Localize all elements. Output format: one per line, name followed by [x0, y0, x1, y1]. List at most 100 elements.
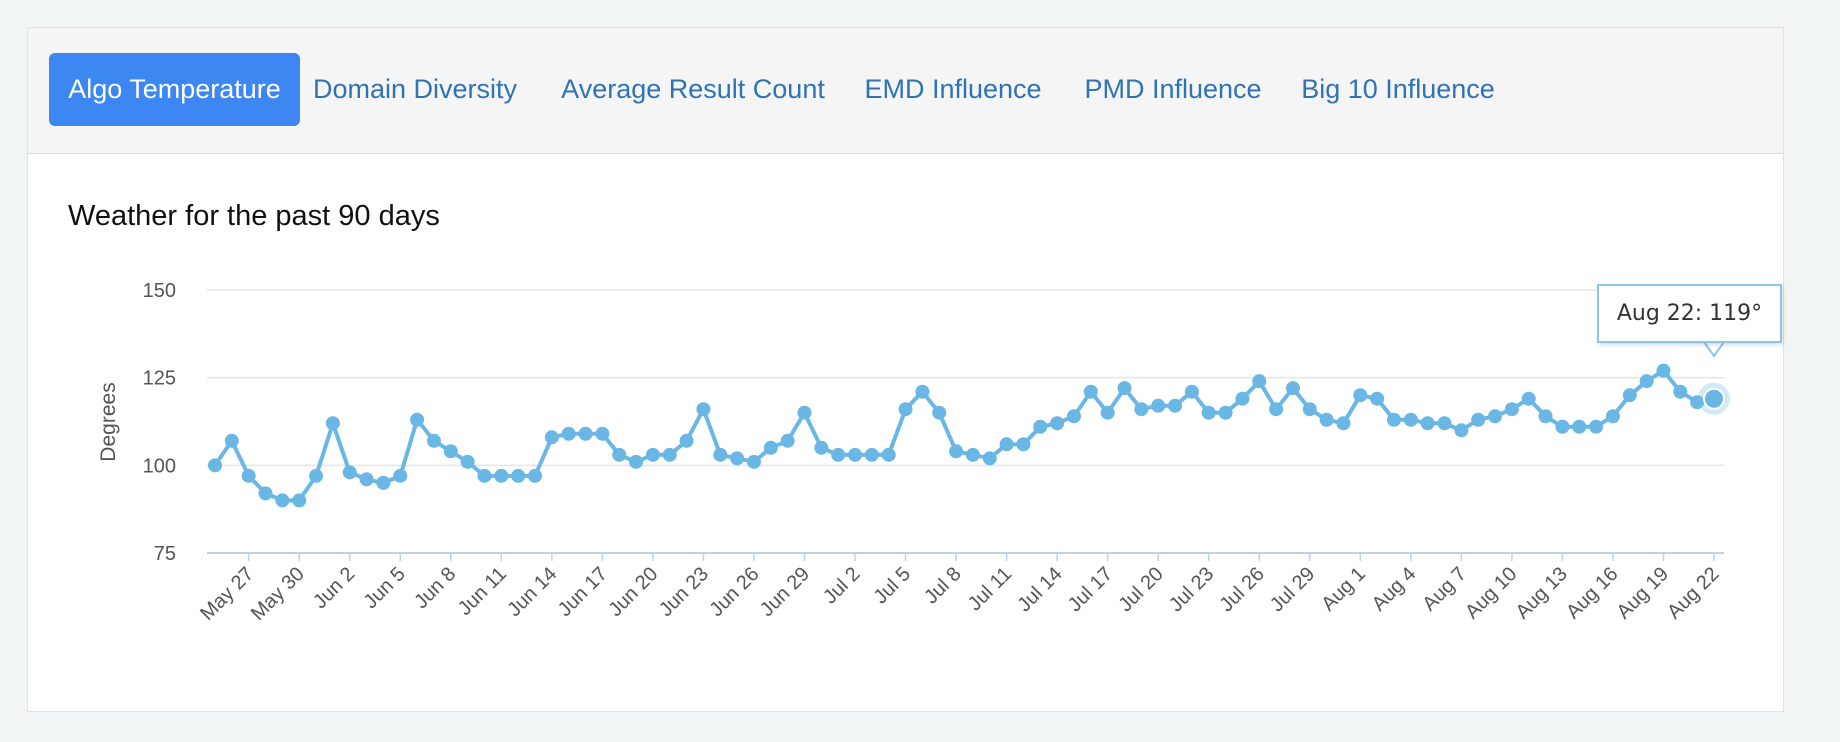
data-point [1353, 388, 1368, 403]
data-point [1622, 388, 1637, 403]
x-tick-label: Jun 5 [360, 563, 410, 613]
chart-panel: Algo Temperature Domain Diversity Averag… [27, 27, 1784, 712]
data-point [1538, 409, 1553, 424]
data-point [1386, 412, 1401, 427]
data-point [1521, 391, 1536, 406]
tab-average-result-count[interactable]: Average Result Count [561, 74, 825, 104]
data-point [1134, 402, 1149, 417]
data-point [797, 405, 812, 420]
tab-big-10-influence[interactable]: Big 10 Influence [1301, 74, 1495, 104]
data-point [1690, 395, 1705, 410]
x-tick-label: Aug 22 [1663, 563, 1723, 623]
data-point [1370, 391, 1385, 406]
data-point [679, 433, 694, 448]
y-tick-label: 100 [143, 455, 176, 477]
data-point [494, 468, 509, 483]
data-point [730, 451, 745, 466]
data-point [292, 493, 307, 508]
data-point [410, 412, 425, 427]
data-point [1319, 412, 1334, 427]
x-tick-label: Jun 14 [503, 563, 561, 621]
data-point [713, 447, 728, 462]
data-point [848, 447, 863, 462]
x-tick-label: Jun 2 [309, 563, 359, 613]
tooltip-pointer [1702, 341, 1726, 358]
y-axis-label: Degrees [97, 382, 120, 461]
data-point [1656, 363, 1671, 378]
x-tick-label: Jun 20 [604, 563, 662, 621]
tab-algo-temperature[interactable]: Algo Temperature [49, 53, 300, 126]
data-point [578, 426, 593, 441]
data-point [1033, 419, 1048, 434]
data-point [645, 447, 660, 462]
data-point [1235, 391, 1250, 406]
x-tick-label: Jun 29 [756, 563, 814, 621]
data-point [393, 468, 408, 483]
data-point [1252, 374, 1267, 389]
data-point [1471, 412, 1486, 427]
data-point [1572, 419, 1587, 434]
data-point [898, 402, 913, 417]
x-tick-label: Jul 14 [1013, 563, 1066, 616]
x-tick-label: Jul 8 [920, 563, 965, 608]
y-tick-label: 125 [143, 368, 176, 390]
data-point [528, 468, 543, 483]
y-tick-label: 150 [143, 280, 176, 302]
data-point [1285, 381, 1300, 396]
data-point [208, 458, 222, 473]
data-point [595, 426, 610, 441]
x-tick-label: Jul 26 [1215, 563, 1268, 616]
data-point [915, 384, 930, 399]
x-tick-label: Aug 16 [1562, 563, 1622, 623]
x-tick-label: Jun 26 [705, 563, 763, 621]
data-point [780, 433, 795, 448]
data-point [325, 416, 340, 431]
data-point [224, 433, 239, 448]
data-point [1016, 437, 1031, 452]
data-point [460, 454, 475, 469]
data-point [1555, 419, 1570, 434]
x-tick-label: Jul 29 [1266, 563, 1319, 616]
data-point [1168, 398, 1183, 413]
data-point [1504, 402, 1519, 417]
data-point [376, 475, 391, 490]
data-point [544, 430, 559, 445]
series-line [213, 368, 1715, 503]
data-point [309, 468, 324, 483]
tab-emd-influence[interactable]: EMD Influence [864, 74, 1042, 104]
x-tick-label: Jul 11 [964, 563, 1016, 615]
data-point [1083, 384, 1098, 399]
data-point [1302, 402, 1317, 417]
data-point [1589, 419, 1604, 434]
data-point [763, 440, 778, 455]
data-point [241, 468, 256, 483]
x-tick-label: Jun 8 [410, 563, 460, 613]
x-tick-label: May 27 [196, 563, 258, 625]
x-tick-label: Jul 5 [870, 563, 915, 608]
x-tick-label: May 30 [247, 563, 309, 625]
data-point [629, 454, 644, 469]
data-point [881, 447, 896, 462]
data-point [746, 454, 761, 469]
x-tick-label: Jul 2 [819, 563, 864, 608]
data-point [814, 440, 829, 455]
data-point [1454, 423, 1469, 438]
data-point [932, 405, 947, 420]
y-tick-label: 75 [154, 543, 176, 565]
data-point [1218, 405, 1233, 420]
x-tick-label: Aug 1 [1317, 563, 1370, 616]
data-point [1050, 416, 1065, 431]
data-point [1488, 409, 1503, 424]
x-tick-label: Aug 19 [1613, 563, 1673, 623]
data-point [1100, 405, 1115, 420]
data-point [1437, 416, 1452, 431]
x-tick-label: Jun 17 [554, 563, 612, 621]
tab-bar: Algo Temperature Domain Diversity Averag… [28, 28, 1783, 154]
data-point [1269, 402, 1284, 417]
data-point [1605, 409, 1620, 424]
tab-domain-diversity[interactable]: Domain Diversity [312, 74, 518, 104]
tab-pmd-influence[interactable]: PMD Influence [1084, 74, 1262, 104]
data-point [1117, 381, 1132, 396]
x-tick-label: Jul 20 [1114, 563, 1167, 616]
data-point [443, 444, 458, 459]
